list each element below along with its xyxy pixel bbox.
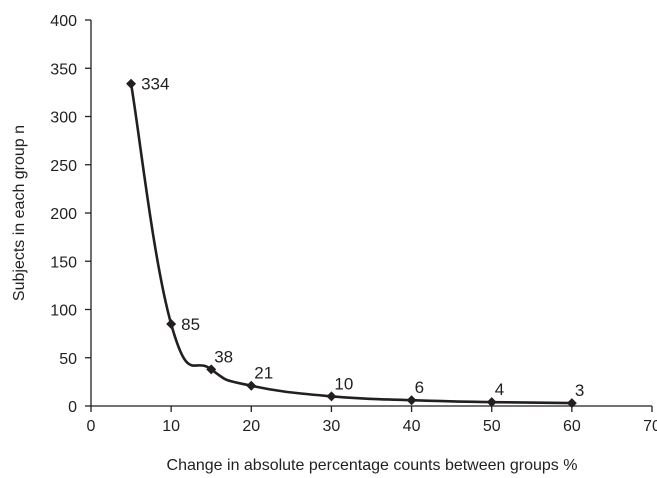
- data-label: 85: [181, 315, 200, 334]
- y-tick-label: 350: [50, 61, 77, 78]
- y-tick-label: 400: [50, 13, 77, 30]
- y-tick-label: 200: [50, 206, 77, 223]
- series-line: [129, 83, 572, 405]
- x-tick-label: 30: [323, 418, 341, 435]
- data-label: 38: [214, 347, 233, 366]
- data-label: 10: [334, 374, 353, 393]
- data-point-marker: [486, 397, 497, 408]
- data-labels: 334 85 38 21 10 6 4 3: [141, 75, 584, 400]
- data-point-marker: [406, 395, 417, 406]
- x-tick-label: 70: [643, 418, 657, 435]
- y-tick-label: 150: [50, 254, 77, 271]
- data-label: 6: [415, 378, 424, 397]
- x-axis-ticks: 0 10 20 30 40 50 60 70: [87, 406, 657, 435]
- y-tick-label: 50: [59, 351, 77, 368]
- x-axis-title: Change in absolute percentage counts bet…: [167, 457, 578, 474]
- data-point-marker: [206, 364, 217, 375]
- x-tick-label: 40: [403, 418, 421, 435]
- data-markers: [126, 78, 577, 409]
- x-tick-label: 20: [242, 418, 260, 435]
- y-tick-label: 250: [50, 158, 77, 175]
- data-label: 3: [575, 381, 584, 400]
- x-tick-label: 10: [162, 418, 180, 435]
- data-point-marker: [326, 391, 337, 402]
- y-tick-label: 100: [50, 303, 77, 320]
- axes: [90, 20, 652, 407]
- y-tick-label: 300: [50, 110, 77, 127]
- x-tick-label: 60: [563, 418, 581, 435]
- data-point-marker: [566, 398, 577, 409]
- x-tick-label: 0: [87, 418, 96, 435]
- data-point-marker: [126, 78, 137, 89]
- y-tick-label: 0: [68, 399, 77, 416]
- data-point-marker: [166, 318, 177, 329]
- data-label: 21: [254, 364, 273, 383]
- y-axis-title: Subjects in each group n: [11, 125, 28, 301]
- y-axis-ticks: 0 50 100 150 200 250 300 350 400: [50, 13, 91, 416]
- data-label: 4: [495, 380, 504, 399]
- x-tick-label: 50: [483, 418, 501, 435]
- data-point-marker: [246, 380, 257, 391]
- data-label: 334: [141, 75, 169, 94]
